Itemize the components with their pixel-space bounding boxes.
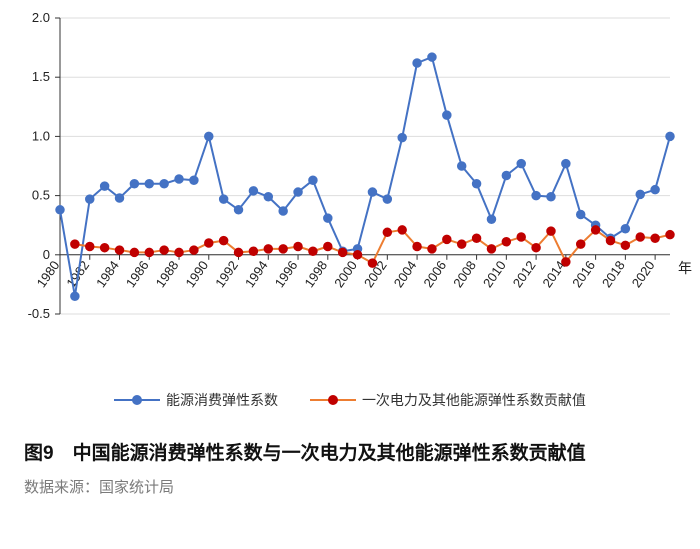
svg-text:1992: 1992 — [212, 258, 241, 290]
legend-item-series2: 一次电力及其他能源弹性系数贡献值 — [310, 390, 586, 410]
legend-item-series1: 能源消费弹性系数 — [114, 390, 278, 410]
svg-text:2000: 2000 — [331, 258, 360, 290]
svg-text:1996: 1996 — [272, 258, 301, 290]
svg-text:1998: 1998 — [301, 258, 330, 290]
figure-container: -0.500.51.01.52.019801982198419861988199… — [0, 0, 700, 549]
figure-number: 图9 — [24, 443, 54, 464]
svg-text:1.5: 1.5 — [32, 69, 50, 84]
svg-text:2012: 2012 — [510, 258, 539, 290]
caption-block: 图9 中国能源消费弹性系数与一次电力及其他能源弹性系数贡献值 数据来源：国家统计… — [24, 440, 676, 497]
chart-area: -0.500.51.01.52.019801982198419861988199… — [0, 0, 700, 420]
svg-text:年: 年 — [678, 260, 692, 276]
figure-source: 数据来源：国家统计局 — [24, 476, 676, 497]
svg-text:2016: 2016 — [569, 258, 598, 290]
svg-text:-0.5: -0.5 — [28, 306, 50, 321]
legend-swatch-series2 — [310, 393, 356, 407]
svg-text:2008: 2008 — [450, 258, 479, 290]
line-chart: -0.500.51.01.52.019801982198419861988199… — [0, 0, 700, 380]
legend-label-series2: 一次电力及其他能源弹性系数贡献值 — [362, 390, 586, 410]
figure-title-text: 中国能源消费弹性系数与一次电力及其他能源弹性系数贡献值 — [73, 443, 586, 464]
svg-text:1990: 1990 — [182, 258, 211, 290]
svg-text:1.0: 1.0 — [32, 128, 50, 143]
svg-text:2.0: 2.0 — [32, 10, 50, 25]
source-label: 数据来源： — [24, 479, 99, 496]
svg-text:2010: 2010 — [480, 258, 509, 290]
svg-text:1994: 1994 — [242, 258, 271, 290]
legend-label-series1: 能源消费弹性系数 — [166, 390, 278, 410]
svg-text:2006: 2006 — [420, 258, 449, 290]
svg-text:2004: 2004 — [391, 258, 420, 290]
svg-text:1986: 1986 — [123, 258, 152, 290]
legend: 能源消费弹性系数 一次电力及其他能源弹性系数贡献值 — [0, 390, 700, 410]
svg-text:1988: 1988 — [153, 258, 182, 290]
legend-swatch-series1 — [114, 393, 160, 407]
svg-text:2018: 2018 — [599, 258, 628, 290]
svg-text:1980: 1980 — [34, 258, 63, 290]
svg-text:0.5: 0.5 — [32, 188, 50, 203]
figure-title: 图9 中国能源消费弹性系数与一次电力及其他能源弹性系数贡献值 — [24, 440, 676, 468]
svg-text:1984: 1984 — [93, 258, 122, 290]
svg-text:2020: 2020 — [629, 258, 658, 290]
source-value: 国家统计局 — [99, 479, 174, 496]
